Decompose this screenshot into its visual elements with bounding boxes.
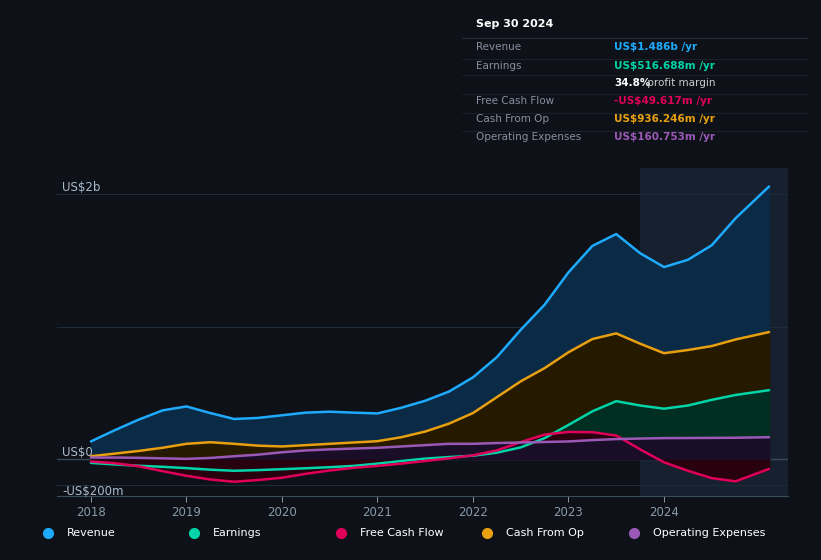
Bar xyxy=(640,168,788,496)
Text: US$936.246m /yr: US$936.246m /yr xyxy=(614,114,715,124)
Text: Revenue: Revenue xyxy=(476,42,521,52)
Text: profit margin: profit margin xyxy=(644,78,715,87)
Text: 34.8%: 34.8% xyxy=(614,78,650,87)
Text: US$2b: US$2b xyxy=(62,181,101,194)
Text: Operating Expenses: Operating Expenses xyxy=(476,132,581,142)
Text: Operating Expenses: Operating Expenses xyxy=(653,529,765,538)
Text: -US$200m: -US$200m xyxy=(62,485,124,498)
Text: US$160.753m /yr: US$160.753m /yr xyxy=(614,132,715,142)
Text: US$516.688m /yr: US$516.688m /yr xyxy=(614,61,715,71)
Text: Revenue: Revenue xyxy=(67,529,116,538)
Text: Cash From Op: Cash From Op xyxy=(476,114,549,124)
Text: Free Cash Flow: Free Cash Flow xyxy=(476,96,554,106)
Text: Earnings: Earnings xyxy=(476,61,521,71)
Text: US$0: US$0 xyxy=(62,446,93,459)
Text: Earnings: Earnings xyxy=(213,529,262,538)
Text: US$1.486b /yr: US$1.486b /yr xyxy=(614,42,697,52)
Text: -US$49.617m /yr: -US$49.617m /yr xyxy=(614,96,713,106)
Text: Cash From Op: Cash From Op xyxy=(507,529,585,538)
Text: Sep 30 2024: Sep 30 2024 xyxy=(476,19,553,29)
Text: Free Cash Flow: Free Cash Flow xyxy=(360,529,443,538)
